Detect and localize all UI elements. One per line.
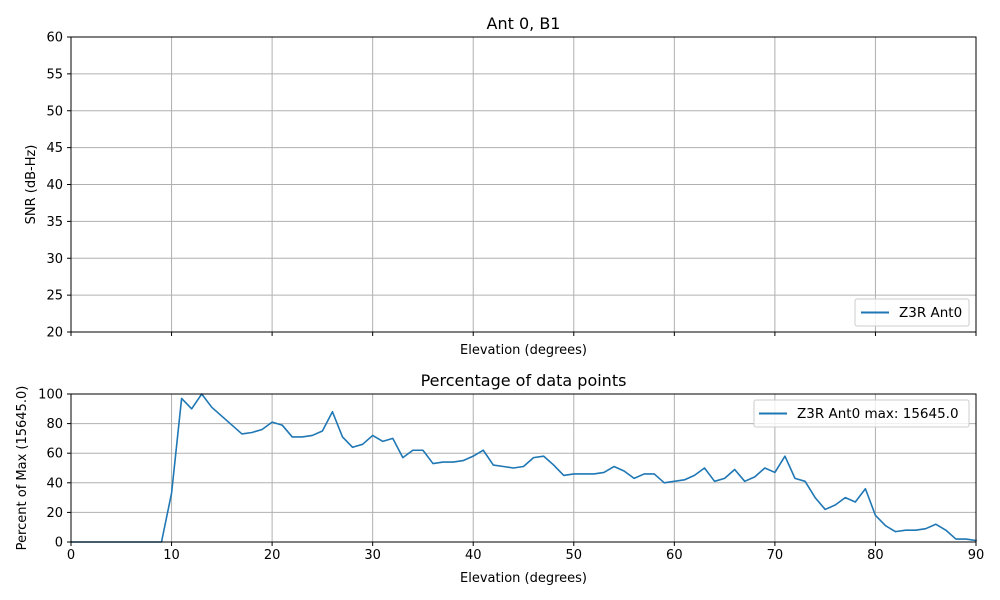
percentage-ytick-label-20: 20 bbox=[46, 506, 63, 521]
snr-ytick-label-25: 25 bbox=[46, 289, 63, 304]
percentage-series-line-0 bbox=[70, 393, 977, 543]
percentage-xtick-label-0: 0 bbox=[67, 548, 75, 563]
percentage-xtick-label-50: 50 bbox=[566, 548, 583, 563]
snr-ticks: 20 25 30 35 40 45 50 55 60 bbox=[46, 31, 977, 341]
percentage-xtick-label-90: 90 bbox=[968, 548, 985, 563]
snr-ytick-label-50: 50 bbox=[46, 104, 63, 119]
snr-ytick-label-35: 35 bbox=[46, 215, 63, 230]
snr-ylabel: SNR (dB-Hz) bbox=[24, 145, 39, 225]
percentage-xtick-label-30: 30 bbox=[364, 548, 381, 563]
snr-legend-label: Z3R Ant0 bbox=[899, 305, 962, 321]
percentage-xtick-label-70: 70 bbox=[767, 548, 784, 563]
percentage-ytick-label-80: 80 bbox=[46, 417, 63, 432]
percentage-xtick-label-20: 20 bbox=[264, 548, 281, 563]
percentage-xtick-label-10: 10 bbox=[163, 548, 180, 563]
percentage-ylabel: Percent of Max (15645.0) bbox=[15, 386, 30, 551]
snr-xlabel: Elevation (degrees) bbox=[460, 343, 587, 358]
snr-panel: 20 25 30 35 40 45 50 55 60 Ant 0, B1 Elevation (… bbox=[24, 14, 977, 358]
percentage-ytick-label-60: 60 bbox=[46, 447, 63, 462]
snr-legend-frame bbox=[854, 298, 970, 327]
percentage-axes-frame bbox=[70, 393, 977, 543]
percentage-ytick-label-100: 100 bbox=[38, 388, 63, 403]
snr-ytick-label-30: 30 bbox=[46, 252, 63, 267]
percentage-xtick-label-80: 80 bbox=[867, 548, 884, 563]
snr-grid bbox=[70, 36, 977, 333]
percentage-xtick-label-40: 40 bbox=[465, 548, 482, 563]
snr-ytick-label-45: 45 bbox=[46, 141, 63, 156]
percentage-legend-frame bbox=[753, 399, 970, 428]
percentage-xtick-label-60: 60 bbox=[666, 548, 683, 563]
snr-ytick-label-20: 20 bbox=[46, 326, 63, 341]
percentage-ticks: 0 10 20 30 40 50 60 70 80 90 0 20 40 60 80 100 bbox=[38, 388, 984, 564]
percentage-series bbox=[70, 393, 977, 543]
percentage-legend-label: Z3R Ant0 max: 15645.0 bbox=[797, 406, 959, 422]
snr-legend: Z3R Ant0 bbox=[854, 298, 970, 327]
snr-ytick-label-55: 55 bbox=[46, 67, 63, 82]
percentage-title: Percentage of data points bbox=[421, 371, 627, 390]
percentage-panel: 0 10 20 30 40 50 60 70 80 90 0 20 40 60 80 100 Percenta… bbox=[15, 371, 984, 586]
percentage-xlabel: Elevation (degrees) bbox=[460, 571, 587, 586]
snr-ytick-label-40: 40 bbox=[46, 178, 63, 193]
percentage-ytick-label-0: 0 bbox=[55, 536, 63, 551]
percentage-ytick-label-40: 40 bbox=[46, 476, 63, 491]
percentage-legend: Z3R Ant0 max: 15645.0 bbox=[753, 399, 970, 428]
snr-ytick-label-60: 60 bbox=[46, 31, 63, 46]
snr-title: Ant 0, B1 bbox=[487, 14, 561, 33]
